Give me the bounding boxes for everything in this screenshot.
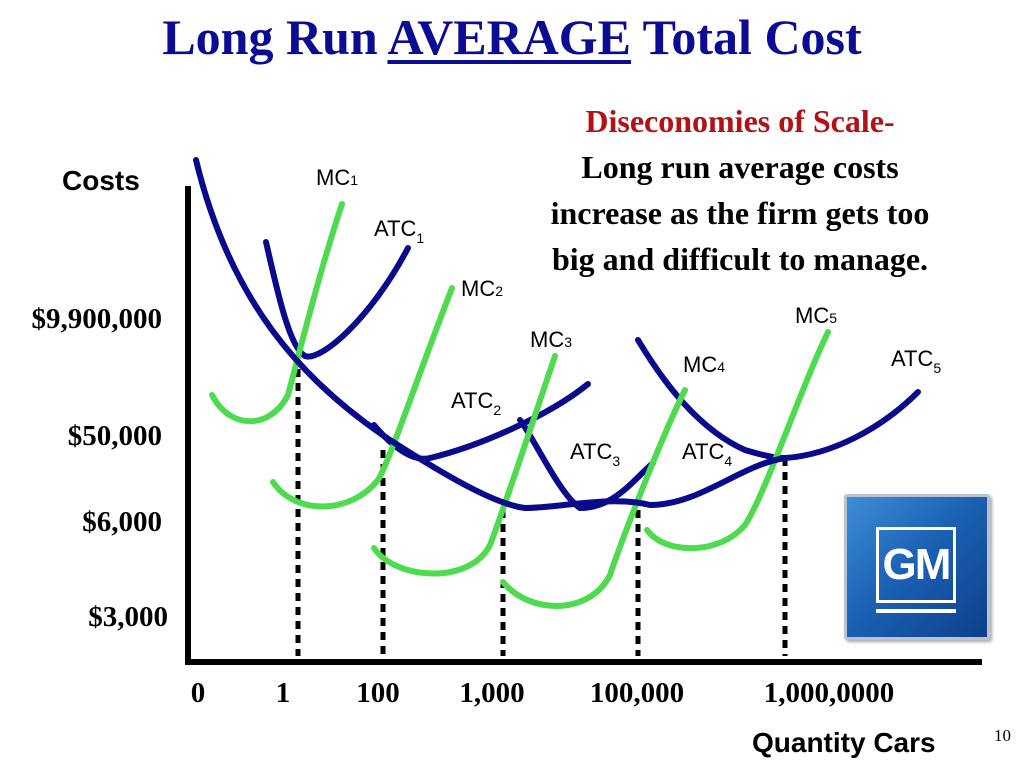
atc5-label: ATC5 [891,346,941,376]
title-emphasis: AVERAGE [387,9,632,65]
x-axis-label: Quantity Cars [752,727,936,758]
mc4-label: MC4 [683,352,725,377]
y-tick-label: $50,000 [67,420,162,452]
atc1-label-base: ATC [374,216,416,241]
mc2-label-base: MC [461,276,495,301]
atc1-label-subscript: 1 [416,230,424,246]
mc1-label-subscript: 1 [350,172,358,188]
mc5-label-subscript: 5 [829,310,837,326]
atc3-curve [517,417,656,512]
x-tick-label: 1,000 [459,677,525,709]
mc5-label: MC5 [795,303,837,328]
atc4-curve [635,337,788,461]
mc1-curve [209,201,345,425]
mc2-curve [270,285,455,510]
x-tick-label: 1,000,0000 [763,677,895,709]
gm-logo-underline [876,609,956,613]
mc3-label-base: MC [530,327,564,352]
atc3-label-subscript: 3 [612,453,620,469]
y-tick-label: $6,000 [82,506,162,538]
atc4-label-subscript: 4 [724,453,732,469]
mc4-label-base: MC [683,352,717,377]
mc3-curve [371,353,558,577]
atc1-curve [263,239,411,360]
y-tick-label: $9,900,000 [31,303,163,335]
gm-logo-text: GM [876,527,956,603]
atc2-label: ATC2 [451,388,501,418]
mc4-curve [500,387,688,609]
gm-logo-icon: GM [844,494,990,640]
x-tick-label: 0 [190,677,206,709]
note-line-3: big and difficult to manage. [551,241,929,277]
note-line-1: Long run average costs [581,149,899,185]
mc1-label: MC1 [316,165,358,190]
x-tick-label: 100,000 [589,677,685,709]
title-suffix: Total Cost [631,9,862,65]
x-tick-label: 100 [356,677,400,709]
atc1-label: ATC1 [374,216,424,246]
mc1-label-base: MC [316,165,350,190]
page-title: Long Run AVERAGE Total Cost [0,8,1024,66]
atc3-label: ATC3 [570,439,620,469]
note-line-2: increase as the firm gets too [550,195,930,231]
diseconomies-note: Diseconomies of Scale- Long run average … [500,98,980,282]
atc5-label-subscript: 5 [933,360,941,376]
x-tick-label: 1 [275,677,291,709]
title-prefix: Long Run [162,9,388,65]
mc3-label-subscript: 3 [564,334,572,350]
mc4-label-subscript: 4 [717,359,725,375]
atc3-label-base: ATC [570,439,612,464]
atc4-label-base: ATC [682,439,724,464]
y-tick-label: $3,000 [88,601,168,633]
atc2-label-base: ATC [451,388,493,413]
atc2-label-subscript: 2 [493,402,501,418]
mc3-label: MC3 [530,327,572,352]
lratc-curve [193,157,921,512]
mc2-label: MC2 [461,276,503,301]
atc4-label: ATC4 [682,439,732,469]
mc5-label-base: MC [795,303,829,328]
y-axis-label: Costs [62,165,140,196]
atc5-label-base: ATC [891,346,933,371]
note-heading: Diseconomies of Scale- [585,103,895,139]
mc5-curve [644,329,831,552]
mc2-label-subscript: 2 [495,283,503,299]
page-number: 10 [994,726,1011,745]
